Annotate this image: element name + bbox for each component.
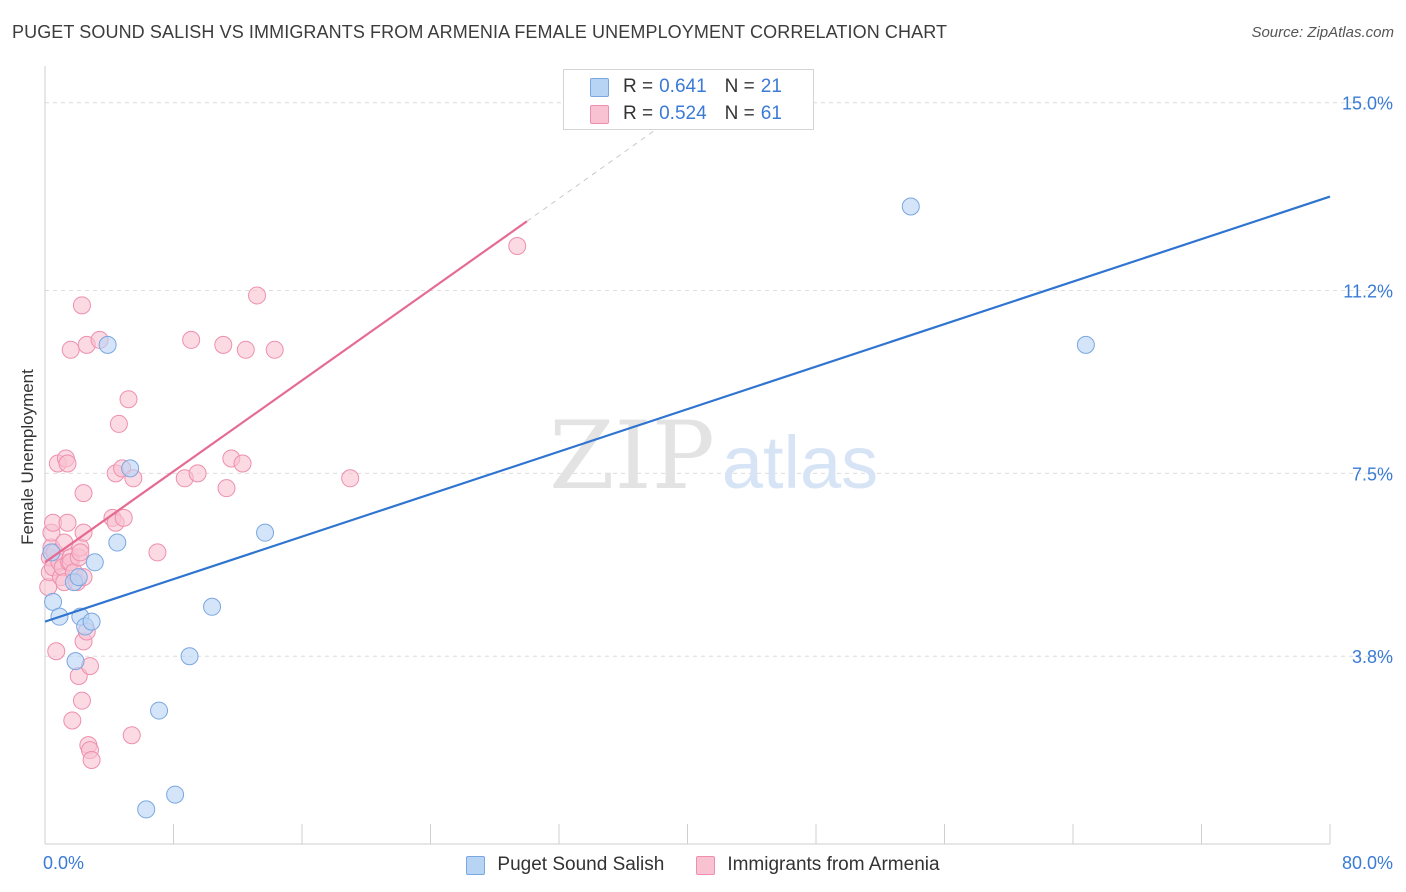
legend-label-salish: Puget Sound Salish: [497, 854, 665, 875]
armenia-trend-extension: [526, 129, 656, 222]
series-legend: Puget Sound Salish Immigrants from Armen…: [0, 852, 1406, 878]
salish-point: [150, 701, 169, 720]
armenia-point: [214, 335, 233, 354]
r-label: R =: [623, 103, 654, 124]
armenia-point: [109, 414, 128, 433]
y-tick-labels: 3.8% 7.5% 11.2% 15.0%: [1342, 94, 1393, 667]
grid-lines: [45, 102, 1392, 657]
armenia-point: [233, 454, 252, 473]
x-tick-labels: 0.0% 80.0%: [43, 853, 1393, 873]
armenia-swatch: [590, 104, 609, 124]
y-tick-label: 11.2%: [1343, 282, 1393, 302]
source-label: Source: ZipAtlas.com: [1251, 24, 1394, 41]
salish-points: [42, 197, 1095, 819]
r-value: 0.524: [659, 103, 707, 124]
x-tick-label: 80.0%: [1342, 853, 1393, 873]
chart-title: PUGET SOUND SALISH VS IMMIGRANTS FROM AR…: [12, 22, 948, 42]
axes: [44, 66, 1331, 845]
trend-lines: [44, 129, 1331, 623]
r-value: 0.641: [659, 76, 707, 97]
armenia-point: [47, 642, 66, 661]
legend-item-salish: Puget Sound Salish: [466, 854, 664, 876]
r-label: R =: [623, 76, 654, 97]
salish-point: [1076, 335, 1095, 354]
armenia-point: [61, 340, 80, 359]
armenia-point: [114, 508, 133, 527]
salish-point: [166, 785, 185, 804]
salish-point: [901, 197, 920, 216]
n-label: N =: [724, 76, 755, 97]
armenia-point: [248, 286, 267, 305]
armenia-point: [119, 390, 138, 409]
watermark-zip: ZIP: [549, 402, 715, 511]
salish-point: [69, 568, 88, 587]
salish-point: [137, 800, 156, 819]
salish-point: [82, 612, 101, 631]
x-tick-label: 0.0%: [43, 853, 84, 873]
armenia-point: [217, 479, 236, 498]
armenia-point: [58, 454, 77, 473]
salish-swatch: [590, 77, 609, 97]
armenia-point: [71, 543, 90, 562]
armenia-point: [72, 691, 91, 710]
n-label: N =: [724, 103, 755, 124]
salish-trend-line: [44, 195, 1331, 623]
salish-swatch: [466, 855, 486, 875]
n-value: 61: [760, 103, 782, 124]
salish-point: [121, 459, 140, 478]
armenia-trend-line: [44, 220, 528, 564]
salish-point: [203, 597, 222, 616]
armenia-point: [265, 340, 284, 359]
n-value: 21: [760, 76, 782, 97]
armenia-point: [148, 543, 167, 562]
salish-point: [256, 523, 275, 542]
armenia-point: [508, 237, 527, 256]
armenia-points: [39, 237, 527, 769]
armenia-point: [63, 711, 82, 730]
legend-row-salish: R = 0.641 N = 21: [590, 75, 782, 99]
watermark: ZIP atlas: [549, 402, 878, 511]
salish-point: [108, 533, 127, 552]
armenia-point: [236, 340, 255, 359]
armenia-point: [182, 330, 201, 349]
correlation-legend: R = 0.641 N = 21 R = 0.524 N = 61: [563, 69, 814, 130]
salish-point: [66, 652, 85, 671]
armenia-swatch: [696, 855, 716, 875]
watermark-atlas: atlas: [722, 421, 878, 504]
armenia-point: [341, 469, 360, 488]
armenia-point: [72, 296, 91, 315]
armenia-point: [74, 484, 93, 503]
y-axis-label: Female Unemployment: [18, 369, 37, 545]
y-tick-label: 15.0%: [1342, 94, 1393, 114]
salish-point: [85, 553, 104, 572]
y-tick-label: 7.5%: [1352, 464, 1393, 484]
legend-label-armenia: Immigrants from Armenia: [727, 854, 940, 875]
y-tick-label: 3.8%: [1352, 647, 1393, 667]
salish-point: [98, 335, 117, 354]
legend-row-armenia: R = 0.524 N = 61: [590, 102, 782, 126]
armenia-point: [58, 513, 77, 532]
salish-point: [180, 647, 199, 666]
salish-point: [44, 592, 63, 611]
armenia-point: [188, 464, 207, 483]
armenia-point: [122, 726, 141, 745]
armenia-point: [82, 750, 101, 769]
legend-item-armenia: Immigrants from Armenia: [696, 854, 940, 876]
